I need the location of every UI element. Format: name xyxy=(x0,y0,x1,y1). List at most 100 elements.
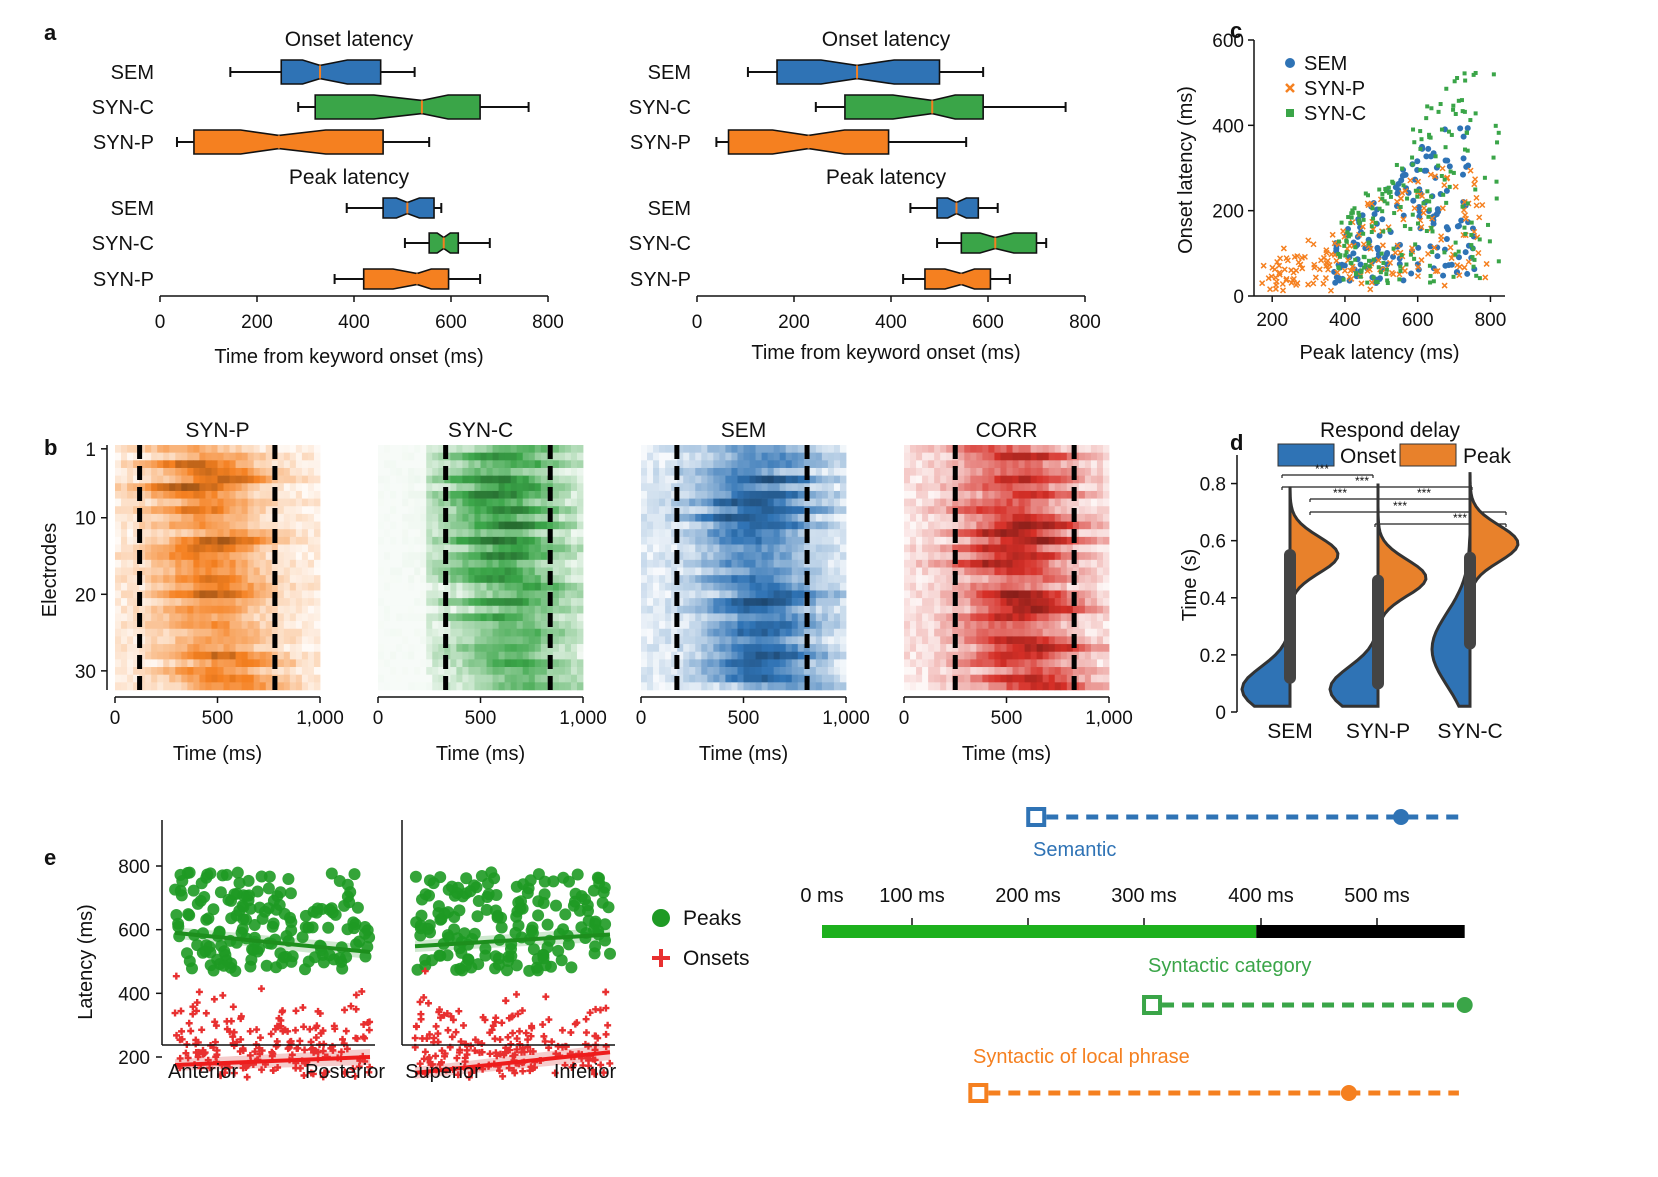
heatmap-cell xyxy=(313,483,321,492)
heatmap-cell xyxy=(809,575,817,584)
heatmap-cell xyxy=(169,651,176,660)
point-sem xyxy=(1443,187,1450,194)
heatmap-cell xyxy=(946,498,953,507)
heatmap-cell xyxy=(450,536,457,545)
heatmap-cell xyxy=(223,445,230,453)
heatmap-cell xyxy=(737,506,744,515)
heatmap-cell xyxy=(247,613,255,622)
heatmap-cell xyxy=(283,605,291,614)
heatmap-cell xyxy=(396,552,403,561)
heatmap-cell xyxy=(946,590,953,599)
heatmap-cell xyxy=(498,567,506,576)
heatmap-cell xyxy=(1018,521,1025,530)
heatmap-cell xyxy=(163,552,170,561)
heatmap-cell xyxy=(719,644,726,653)
heatmap-cell xyxy=(127,498,134,507)
heatmap-cell xyxy=(456,598,463,607)
heatmap-cell xyxy=(731,490,738,499)
heatmap-cell xyxy=(1096,521,1104,530)
heatmap-cell xyxy=(522,674,530,683)
heatmap-cell xyxy=(474,544,481,553)
heatmap-cell xyxy=(1024,513,1032,522)
heatmap-cell xyxy=(301,659,309,668)
heatmap-cell xyxy=(558,460,566,469)
heatmap-cell xyxy=(462,667,469,675)
heatmap-cell xyxy=(133,483,140,492)
heatmap-cell xyxy=(384,590,391,599)
heatmap-cell xyxy=(653,644,660,653)
heatmap-cell xyxy=(797,590,805,599)
heatmap-cell xyxy=(1096,575,1104,584)
heatmap-cell xyxy=(677,475,684,484)
point-sem xyxy=(1414,158,1421,165)
heatmap-cell xyxy=(528,460,536,469)
heatmap-cell xyxy=(528,552,536,561)
heatmap-cell xyxy=(265,667,273,675)
heatmap-cell xyxy=(570,628,578,637)
heatmap-cell xyxy=(301,567,309,576)
heatmap-cell xyxy=(199,613,206,622)
heatmap-cell xyxy=(510,667,518,675)
heatmap-cell xyxy=(414,559,421,568)
heatmap-cell xyxy=(653,467,660,476)
point-syn-c xyxy=(1446,129,1451,134)
heatmap-cell xyxy=(175,559,182,568)
heatmap-cell xyxy=(916,582,923,591)
heatmap-cell xyxy=(653,552,660,561)
point-syn-c xyxy=(1491,155,1496,160)
heatmap-cell xyxy=(468,452,475,461)
point-sem xyxy=(1408,270,1415,277)
heatmap-cell xyxy=(480,536,487,545)
heatmap-cell xyxy=(516,651,524,660)
point-syn-p xyxy=(1397,195,1404,202)
heatmap-cell xyxy=(540,475,548,484)
heatmap-cell xyxy=(235,506,243,515)
heatmap-cell xyxy=(725,636,732,645)
heatmap-cell xyxy=(1036,521,1044,530)
heatmap-cell xyxy=(480,659,487,668)
heatmap-cell xyxy=(797,674,805,683)
heatmap-cell xyxy=(994,628,1001,637)
heatmap-cell xyxy=(1000,513,1007,522)
point-syn-p xyxy=(1415,178,1422,185)
heatmap-cell xyxy=(910,498,917,507)
heatmap-cell xyxy=(241,498,249,507)
heatmap-cell xyxy=(665,506,672,515)
heatmap-cell xyxy=(647,590,654,599)
heatmap-cell xyxy=(970,552,977,561)
heatmap-cell xyxy=(653,567,660,576)
heatmap-cell xyxy=(821,636,829,645)
heatmap-cell xyxy=(928,659,935,668)
heatmap-cell xyxy=(1090,659,1098,668)
point-syn-c xyxy=(1471,246,1476,251)
heatmap-cell xyxy=(133,667,140,675)
heatmap-cell xyxy=(462,567,469,576)
heatmap-cell xyxy=(127,582,134,591)
heatmap-cell xyxy=(779,667,787,675)
heatmap-cell xyxy=(187,628,194,637)
heatmap-cell xyxy=(982,506,989,515)
heatmap-cell xyxy=(492,483,499,492)
heatmap-cell xyxy=(450,467,457,476)
heatmap-cell xyxy=(671,590,678,599)
heatmap-cell xyxy=(1102,567,1110,576)
heatmap-cell xyxy=(719,674,726,683)
heatmap-cell xyxy=(211,445,218,453)
heatmap-cell xyxy=(259,682,267,691)
heatmap-cell xyxy=(295,452,303,461)
heatmap-cell xyxy=(498,659,506,668)
heatmap-cell xyxy=(307,674,315,683)
heatmap-cell xyxy=(253,605,261,614)
heatmap-cell xyxy=(181,445,188,453)
heatmap-cell xyxy=(115,490,122,499)
heatmap-cell xyxy=(731,628,738,637)
heatmap-cell xyxy=(743,575,750,584)
heatmap-cell xyxy=(683,659,690,668)
heatmap-cell xyxy=(695,475,702,484)
heatmap-cell xyxy=(408,667,415,675)
heatmap-cell xyxy=(205,598,212,607)
heatmap-cell xyxy=(384,582,391,591)
heatmap-cell xyxy=(295,590,303,599)
heatmap-cell xyxy=(498,651,506,660)
heatmap-cell xyxy=(1036,651,1044,660)
